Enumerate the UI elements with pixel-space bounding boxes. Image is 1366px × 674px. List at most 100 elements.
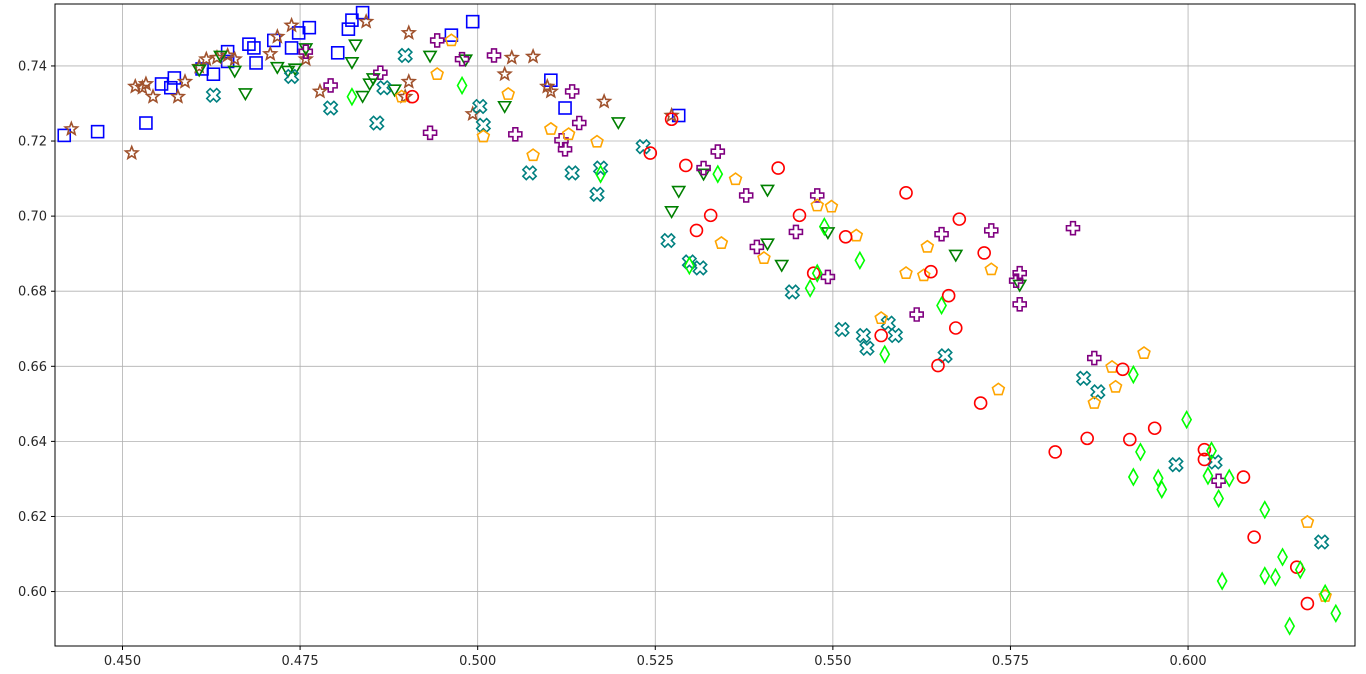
y-tick-label: 0.68 <box>18 285 47 300</box>
point-circle <box>1080 431 1094 446</box>
point-star <box>357 12 375 29</box>
point-star <box>297 50 315 67</box>
x-tick-label: 0.600 <box>1169 654 1206 669</box>
point-diamond <box>1156 479 1168 500</box>
point-square <box>671 108 686 123</box>
point-diamond <box>712 164 724 184</box>
point-plus <box>738 188 754 203</box>
point-plus <box>1065 220 1081 236</box>
point-x <box>472 98 488 115</box>
point-triangle <box>387 84 403 98</box>
point-pentagon <box>476 129 491 143</box>
point-triangle <box>948 249 964 263</box>
point-pentagon <box>991 382 1006 396</box>
point-star <box>496 65 513 82</box>
point-pentagon <box>984 262 999 276</box>
point-diamond <box>1319 583 1331 604</box>
point-triangle <box>237 88 253 102</box>
point-plus <box>1211 473 1226 489</box>
x-tick-label: 0.500 <box>459 654 496 669</box>
point-x <box>784 284 801 300</box>
point-square <box>163 80 178 95</box>
point-circle <box>643 146 658 160</box>
point-diamond <box>1284 616 1296 636</box>
point-square <box>330 46 345 60</box>
point-pentagon <box>1105 359 1119 373</box>
point-plus <box>1012 297 1027 312</box>
y-tick-label: 0.74 <box>18 59 47 74</box>
point-star <box>169 88 187 104</box>
point-star <box>144 88 162 104</box>
point-diamond <box>1294 560 1306 580</box>
point-triangle <box>774 259 790 273</box>
point-pentagon <box>1087 395 1102 409</box>
point-circle <box>1247 530 1261 544</box>
point-diamond <box>1223 468 1235 488</box>
point-square <box>57 128 72 143</box>
point-star <box>226 50 244 67</box>
point-diamond <box>595 164 606 184</box>
point-star <box>261 45 279 61</box>
point-circle <box>1048 445 1063 459</box>
point-plus <box>1012 265 1027 281</box>
point-x <box>937 348 953 364</box>
point-pentagon <box>1137 345 1151 359</box>
point-circle <box>941 288 956 303</box>
point-square <box>284 41 299 55</box>
point-plus <box>429 33 445 48</box>
point-square <box>465 14 480 29</box>
point-square <box>242 37 256 51</box>
y-tick-label: 0.66 <box>18 360 47 375</box>
point-circle <box>874 328 888 343</box>
point-x <box>283 68 300 85</box>
point-x <box>859 340 875 357</box>
point-diamond <box>1259 500 1271 520</box>
point-plus <box>749 239 765 255</box>
point-pentagon <box>526 148 540 162</box>
point-square <box>341 22 356 36</box>
point-star <box>503 48 521 65</box>
point-plus <box>571 115 587 131</box>
point-circle <box>977 246 991 260</box>
point-circle <box>899 186 913 200</box>
point-pentagon <box>757 250 771 264</box>
point-x <box>880 315 897 331</box>
point-pentagon <box>1108 379 1123 393</box>
point-x <box>834 321 850 338</box>
point-circle <box>405 89 420 104</box>
point-pentagon <box>1300 514 1315 528</box>
point-square <box>345 13 359 27</box>
point-plus <box>454 51 470 67</box>
point-plus <box>934 226 949 242</box>
point-circle <box>1236 470 1251 484</box>
point-plus <box>1008 273 1024 289</box>
point-circle <box>1197 452 1212 467</box>
point-diamond <box>1202 466 1214 486</box>
point-x <box>692 260 708 276</box>
point-circle <box>1300 596 1315 611</box>
point-plus <box>909 307 924 322</box>
point-star <box>269 27 286 44</box>
point-diamond <box>1213 488 1225 509</box>
point-star <box>63 120 80 137</box>
point-circle <box>1123 432 1137 447</box>
point-triangle <box>664 206 680 219</box>
point-triangle <box>287 63 303 77</box>
series-pentagon <box>394 33 1333 602</box>
y-tick-label: 0.72 <box>18 135 47 150</box>
x-tick-label: 0.475 <box>281 654 318 669</box>
point-star <box>137 75 155 92</box>
point-plus <box>298 44 314 59</box>
point-pentagon <box>824 199 839 213</box>
point-circle <box>838 229 853 244</box>
point-x <box>521 165 538 181</box>
point-square <box>355 5 370 20</box>
point-triangle <box>191 64 207 78</box>
point-pentagon <box>444 33 459 47</box>
point-triangle <box>355 90 371 104</box>
point-triangle <box>671 185 687 199</box>
point-pentagon <box>849 228 864 242</box>
point-star <box>134 79 151 95</box>
point-triangle <box>227 65 243 79</box>
